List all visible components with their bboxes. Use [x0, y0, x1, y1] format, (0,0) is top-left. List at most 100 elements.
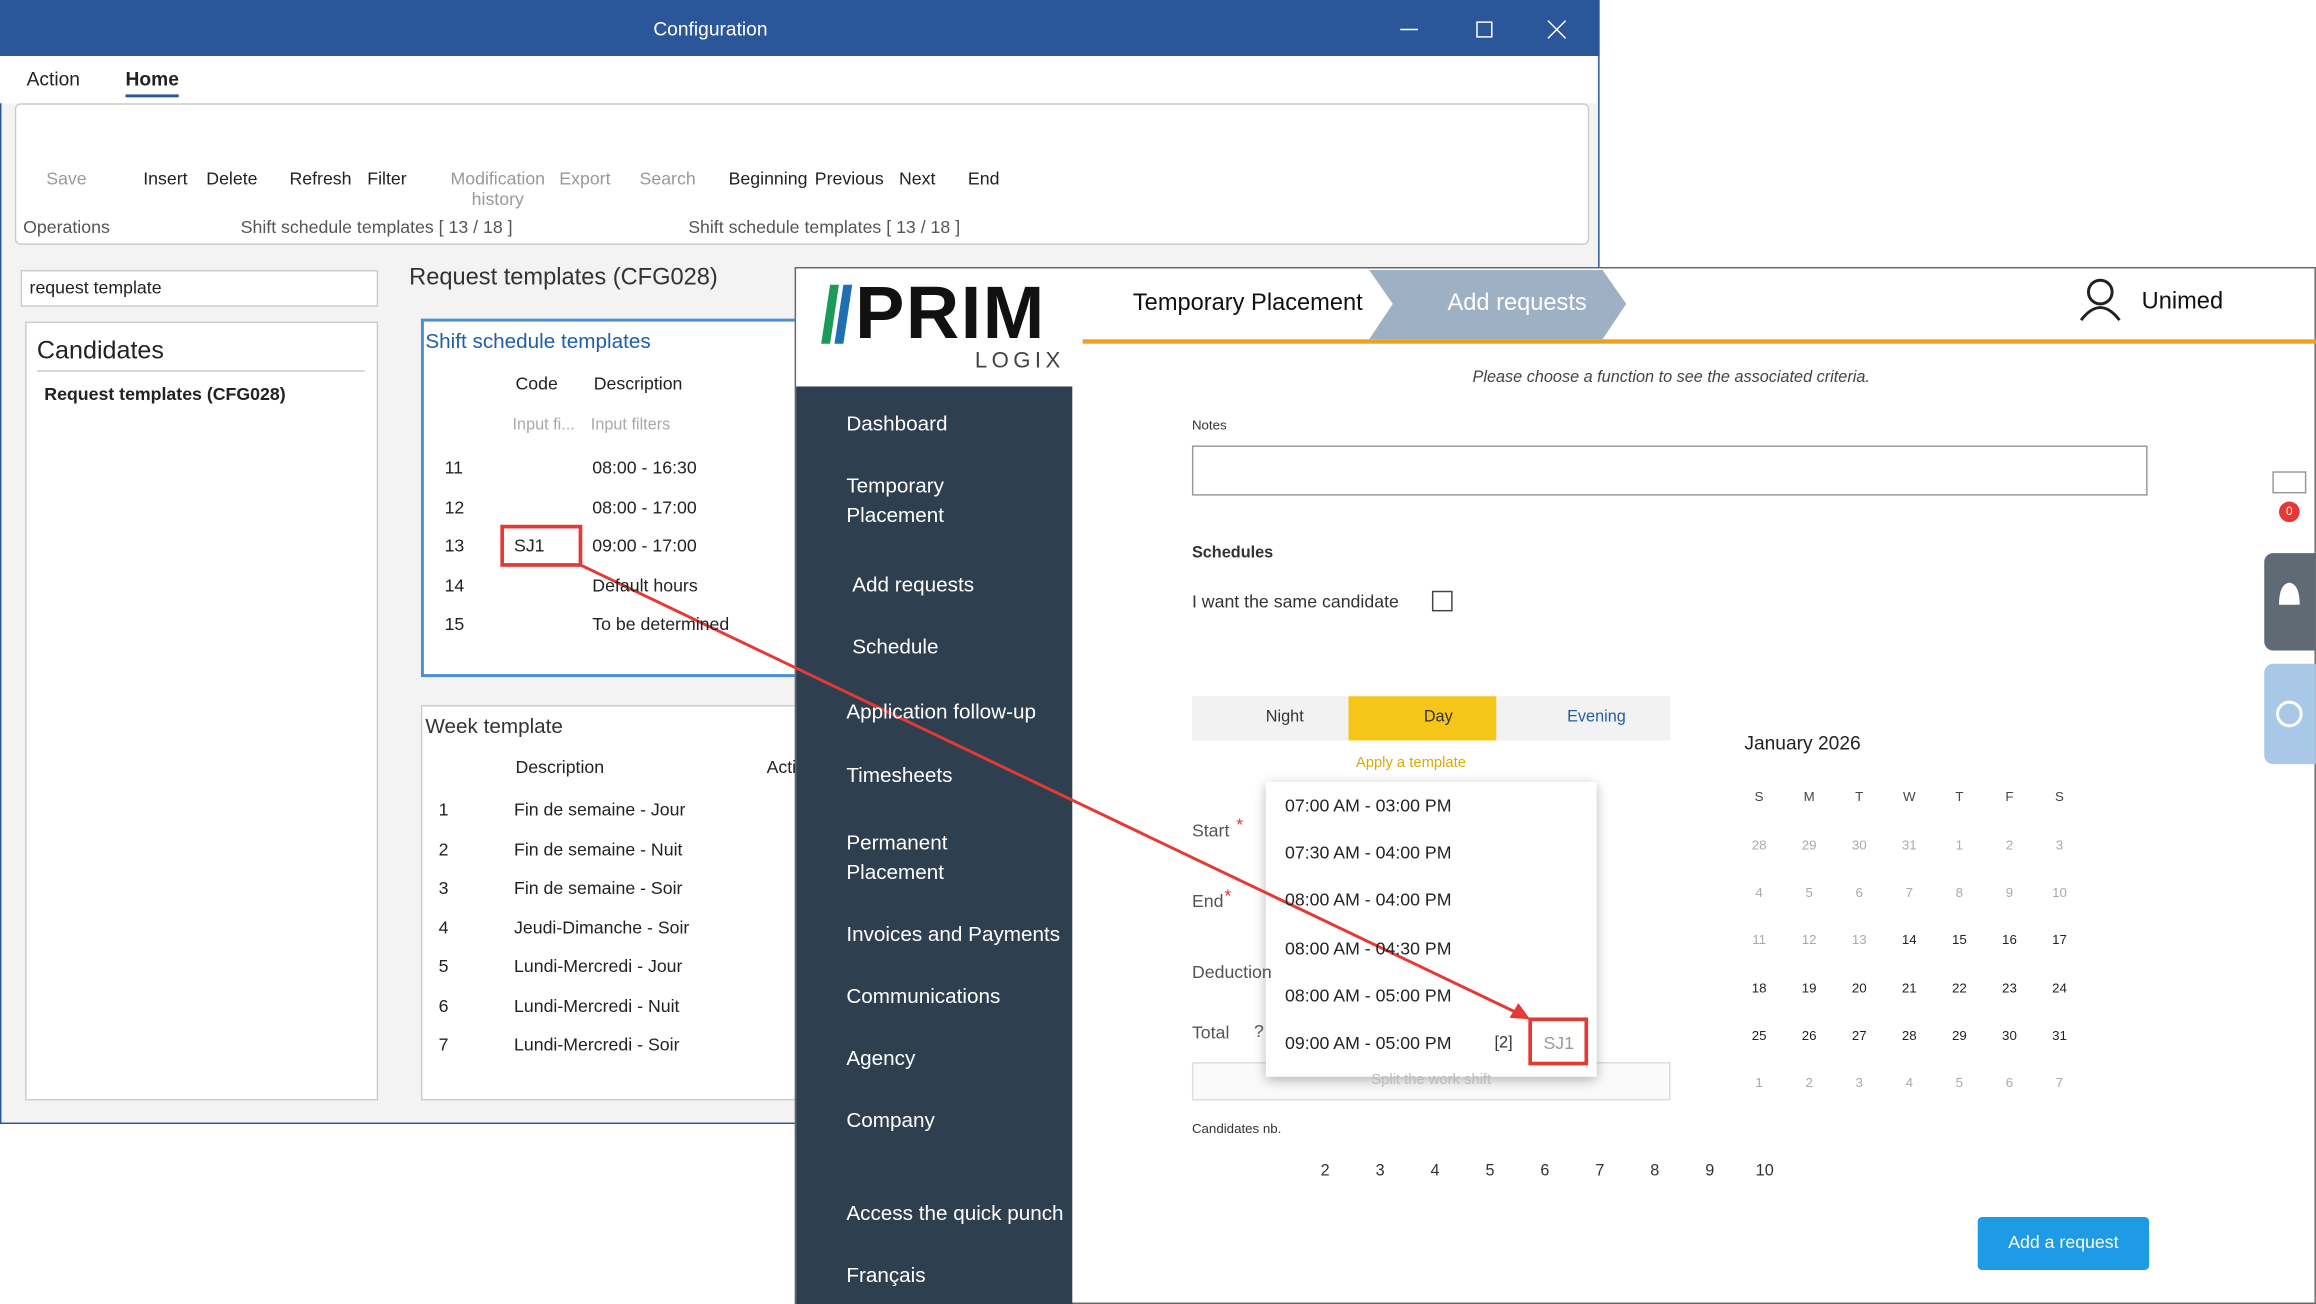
- candidate-number[interactable]: 1: [1265, 1162, 1275, 1181]
- ribbon-button[interactable]: Modification history: [450, 168, 546, 210]
- template-option[interactable]: 08:00 AM - 04:30 PM: [1284, 937, 1452, 959]
- filter-input[interactable]: Input fi...: [512, 415, 575, 434]
- template-option[interactable]: 08:00 AM - 04:00 PM: [1284, 890, 1452, 911]
- candidate-number[interactable]: 5: [1485, 1162, 1495, 1181]
- ribbon-button[interactable]: Delete: [206, 168, 258, 189]
- column-header[interactable]: Description: [515, 756, 605, 778]
- candidate-number[interactable]: 6: [1540, 1162, 1550, 1181]
- ribbon-button[interactable]: Previous: [814, 168, 884, 189]
- calendar-day[interactable]: 22: [1951, 980, 1967, 996]
- menu-item[interactable]: Company: [846, 1107, 935, 1132]
- help-tab[interactable]: [2264, 663, 2316, 765]
- template-option[interactable]: 09:00 AM - 05:00 PM: [1284, 1032, 1452, 1054]
- calendar-day[interactable]: 31: [2052, 1027, 2067, 1043]
- submit-button[interactable]: [1977, 1216, 2150, 1271]
- grid-title: Week template: [425, 713, 563, 738]
- ribbon-button[interactable]: Search: [639, 168, 696, 189]
- calendar-month[interactable]: January 2026: [1744, 731, 1861, 754]
- calendar-day[interactable]: 30: [2002, 1027, 2017, 1043]
- calendar-day[interactable]: 26: [1801, 1027, 1817, 1043]
- user-name[interactable]: Unimed: [2141, 289, 2224, 315]
- cart-count: 0: [2286, 504, 2293, 518]
- menu-item[interactable]: Timesheets: [846, 762, 953, 787]
- row-number: 15: [444, 614, 465, 635]
- column-header[interactable]: Acti: [766, 756, 797, 778]
- menu-item[interactable]: Communications: [846, 983, 1001, 1008]
- submit-text[interactable]: Add a request: [2008, 1231, 2119, 1253]
- shift-tab[interactable]: Evening: [1567, 708, 1626, 726]
- calendar-day: 11: [1752, 932, 1767, 948]
- sidebar: [796, 386, 1073, 1304]
- calendar-day[interactable]: 16: [2002, 932, 2017, 948]
- column-header[interactable]: Description: [593, 373, 683, 394]
- grid-cell: Fin de semaine - Jour: [513, 799, 686, 821]
- candidate-number[interactable]: 8: [1650, 1162, 1660, 1181]
- candidate-number[interactable]: 4: [1430, 1162, 1440, 1181]
- help: ?: [1253, 1020, 1264, 1042]
- menu-item[interactable]: Schedule: [852, 634, 939, 658]
- calendar-day[interactable]: 27: [1851, 1027, 1867, 1043]
- menu-item[interactable]: Agency: [846, 1045, 916, 1070]
- candidate-number[interactable]: 10: [1755, 1162, 1774, 1181]
- ribbon-button[interactable]: Beginning: [728, 168, 808, 189]
- calendar-day[interactable]: 21: [1901, 980, 1917, 996]
- candidate-number[interactable]: 3: [1375, 1162, 1385, 1181]
- calendar-day[interactable]: 23: [2002, 980, 2017, 996]
- candidate-number[interactable]: 7: [1595, 1162, 1605, 1181]
- search-text: request template: [29, 277, 162, 298]
- column-header[interactable]: Code: [515, 373, 558, 394]
- ribbon-button[interactable]: End: [967, 168, 1000, 189]
- menu-item[interactable]: Invoices and Payments: [846, 921, 1061, 946]
- notes-input[interactable]: [1191, 445, 2148, 496]
- template-option[interactable]: 07:00 AM - 03:00 PM: [1284, 795, 1452, 816]
- ribbon-button[interactable]: Refresh: [289, 168, 352, 189]
- tab[interactable]: Action: [26, 67, 80, 90]
- menu-item[interactable]: Add requests: [852, 572, 975, 596]
- breadcrumb[interactable]: Add requests: [1447, 290, 1587, 316]
- calendar-day[interactable]: 19: [1801, 980, 1817, 996]
- shift-tab-active[interactable]: [1348, 696, 1497, 741]
- calendar-day[interactable]: 15: [1951, 932, 1967, 948]
- search-box[interactable]: [20, 269, 379, 307]
- menu-item[interactable]: Permanent Placement: [846, 830, 948, 884]
- list-item[interactable]: Request templates (CFG028): [44, 383, 286, 405]
- menu-item[interactable]: Dashboard: [846, 411, 948, 436]
- candidate-number[interactable]: 9: [1705, 1162, 1715, 1181]
- row-number: 4: [438, 916, 449, 938]
- shift-tab[interactable]: Day: [1423, 708, 1453, 726]
- shift-tab[interactable]: Night: [1265, 708, 1304, 726]
- menu-item[interactable]: Access the quick punch: [846, 1200, 1064, 1225]
- ribbon-button[interactable]: Filter: [367, 168, 407, 189]
- template-option[interactable]: 07:30 AM - 04:00 PM: [1284, 842, 1452, 864]
- window-controls[interactable]: [1388, 18, 1580, 42]
- calendar-day[interactable]: 24: [2052, 980, 2067, 996]
- filter-input[interactable]: Input filters: [590, 415, 671, 434]
- calendar-day[interactable]: 29: [1951, 1027, 1967, 1043]
- template-option[interactable]: 08:00 AM - 05:00 PM: [1284, 985, 1452, 1006]
- calendar-day[interactable]: 28: [1901, 1027, 1917, 1043]
- grid-cell: Lundi-Mercredi - Soir: [513, 1034, 680, 1055]
- ribbon-button[interactable]: Insert: [143, 168, 188, 189]
- menu-item[interactable]: Français: [846, 1262, 926, 1287]
- calendar-day: 2: [2005, 837, 2014, 853]
- ribbon-button[interactable]: Next: [898, 168, 936, 189]
- checkbox[interactable]: [1431, 590, 1453, 612]
- calendar-day[interactable]: 17: [2052, 932, 2067, 948]
- row-number: 1: [438, 799, 449, 821]
- menu-item[interactable]: Temporary Placement: [846, 473, 945, 527]
- calendar-day: 9: [2005, 885, 2014, 901]
- calendar-day[interactable]: 14: [1901, 932, 1917, 948]
- cart-icon[interactable]: [2272, 471, 2307, 494]
- candidate-number[interactable]: 2: [1320, 1162, 1330, 1181]
- breadcrumb[interactable]: Temporary Placement: [1132, 290, 1363, 316]
- calendar-day[interactable]: 20: [1851, 980, 1867, 996]
- row-number: 6: [438, 994, 449, 1016]
- menu-item[interactable]: Application follow-up: [846, 699, 1036, 723]
- ribbon-button[interactable]: Export: [559, 168, 611, 189]
- calendar-day[interactable]: 18: [1751, 980, 1767, 996]
- ribbon-button[interactable]: Save: [46, 168, 87, 189]
- template-link[interactable]: Apply a template: [1355, 755, 1466, 772]
- calendar-day[interactable]: 25: [1751, 1027, 1767, 1043]
- split-text[interactable]: Split the work shift: [1371, 1072, 1492, 1089]
- tab[interactable]: Home: [125, 68, 179, 98]
